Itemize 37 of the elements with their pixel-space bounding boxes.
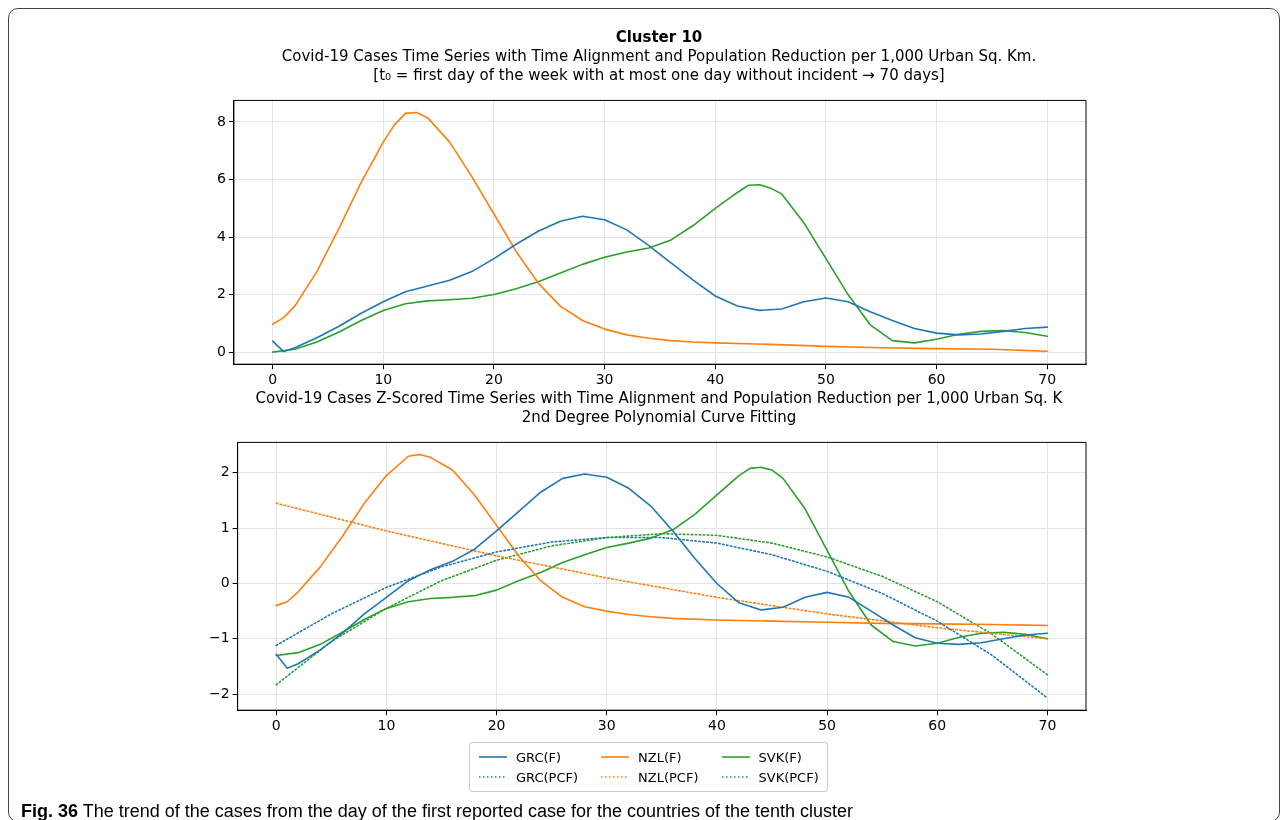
x-tick-label: 50: [818, 717, 836, 734]
y-tick-label: −2: [209, 684, 230, 701]
legend-label: SVK(F): [758, 749, 802, 765]
chart-title: Cluster 10: [614, 28, 704, 47]
x-tick-label: 60: [927, 371, 946, 388]
legend-label: GRC(F): [516, 749, 562, 765]
y-tick-label: 0: [216, 342, 226, 359]
x-tick-label: 20: [485, 371, 503, 388]
legend-label: NZL(PCF): [638, 769, 699, 785]
x-tick-label: 0: [268, 371, 278, 388]
x-tick-label: 30: [595, 371, 614, 388]
y-tick-label: 1: [220, 518, 230, 535]
x-tick-label: 40: [706, 371, 725, 388]
x-tick-label: 30: [597, 717, 616, 734]
y-tick-label: 0: [220, 574, 230, 591]
legend-label: GRC(PCF): [516, 769, 579, 785]
x-tick-label: 20: [487, 717, 506, 734]
legend-label: NZL(F): [638, 749, 682, 765]
chart-title: Covid-19 Cases Z-Scored Time Series with Time Alignment and Population Reduction per 1,000 Urban Sq. K: [254, 389, 1064, 408]
y-tick-label: 8: [216, 112, 226, 129]
x-tick-label: 60: [928, 717, 947, 734]
y-tick-label: −1: [209, 629, 230, 646]
x-tick-label: 0: [271, 717, 281, 734]
y-tick-label: 2: [216, 285, 226, 302]
legend-label: SVK(PCF): [758, 769, 819, 785]
x-tick-label: 40: [707, 717, 726, 734]
y-tick-label: 2: [220, 463, 230, 480]
x-tick-label: 50: [817, 371, 835, 388]
y-tick-label: 6: [216, 170, 226, 187]
x-tick-label: 70: [1038, 371, 1057, 388]
x-tick-label: 10: [377, 717, 396, 734]
caption: Fig. 36 The trend of the cases from the day of the first reported case for the countries of the tenth cluster: [21, 801, 854, 820]
x-tick-label: 10: [374, 371, 393, 388]
y-tick-label: 4: [216, 227, 226, 244]
chart-subtitle: Covid-19 Cases Time Series with Time Alignment and Population Reduction per 1,000 Urban Sq. Km. [t₀ = first day of the week with at most one day without incident → 70 days]: [280, 47, 1038, 85]
chart-subtitle: 2nd Degree Polynomial Curve Fitting: [520, 408, 798, 427]
x-tick-label: 70: [1038, 717, 1057, 734]
